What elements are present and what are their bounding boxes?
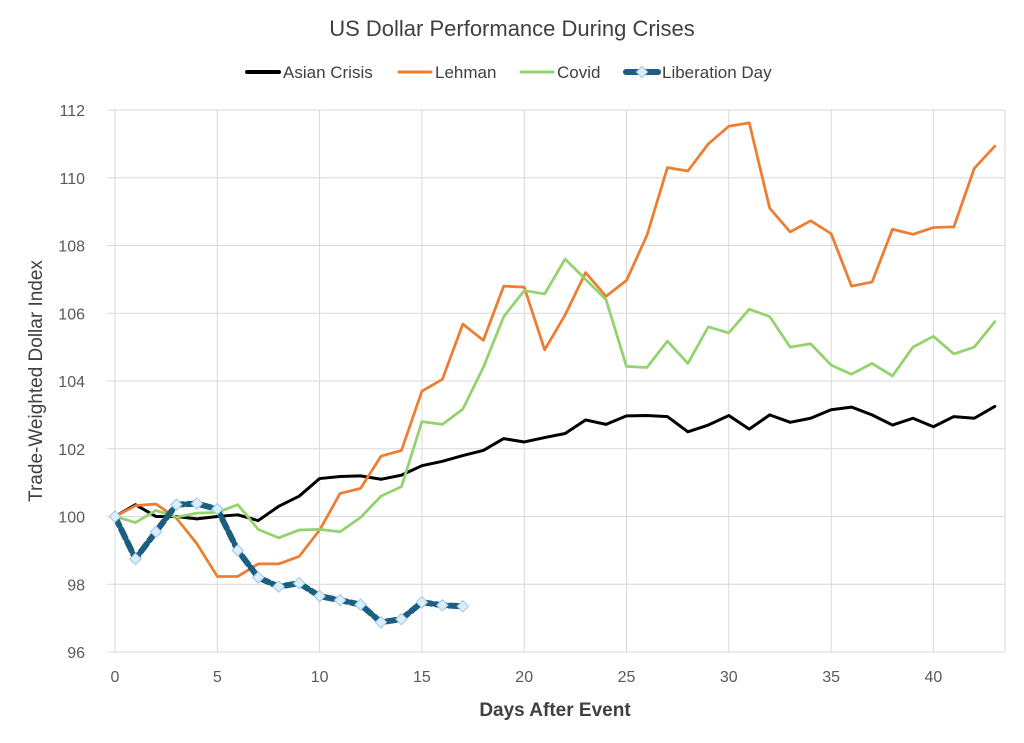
y-tick-label-112: 112 xyxy=(59,103,85,120)
legend: Asian Crisis Lehman Covid Liberation Day xyxy=(245,63,772,82)
legend-item-asian-crisis: Asian Crisis xyxy=(245,63,373,82)
x-tick-label-5: 5 xyxy=(213,669,222,686)
x-tick-label-0: 0 xyxy=(111,669,120,686)
x-tick-label-40: 40 xyxy=(924,669,942,686)
marker-liberation-day-5 xyxy=(210,502,224,516)
legend-label-covid: Covid xyxy=(557,63,600,82)
y-tick-label-98: 98 xyxy=(67,577,85,594)
legend-marker-liberation-day xyxy=(635,65,649,79)
marker-liberation-day-3 xyxy=(170,498,183,512)
legend-item-liberation-day: Liberation Day xyxy=(623,63,772,82)
legend-item-covid: Covid xyxy=(519,63,600,82)
x-axis-ticks: 0 5 10 15 20 25 30 35 40 xyxy=(111,669,943,686)
marker-liberation-day-17 xyxy=(456,599,470,613)
marker-liberation-day-9 xyxy=(292,576,306,590)
marker-liberation-day-8 xyxy=(272,580,286,593)
x-axis-title: Days After Event xyxy=(479,700,631,721)
series-line-covid xyxy=(113,257,997,540)
y-tick-label-102: 102 xyxy=(58,442,85,459)
marker-liberation-day-11 xyxy=(333,593,347,607)
marker-liberation-day-12 xyxy=(354,598,367,611)
marker-liberation-day-4 xyxy=(190,497,204,510)
legend-label-lehman: Lehman xyxy=(435,63,496,82)
y-tick-label-108: 108 xyxy=(58,239,85,256)
x-tick-label-10: 10 xyxy=(311,669,329,686)
marker-liberation-day-16 xyxy=(435,598,449,612)
series-lehman xyxy=(113,121,997,578)
gridlines xyxy=(107,109,1006,653)
series-layer xyxy=(108,121,997,629)
legend-label-asian-crisis: Asian Crisis xyxy=(283,63,373,82)
marker-liberation-day-0 xyxy=(108,510,122,523)
marker-liberation-day-10 xyxy=(313,589,326,603)
y-axis-title: Trade-Weighted Dollar Index xyxy=(26,260,47,502)
marker-liberation-day-14 xyxy=(395,612,408,626)
legend-item-lehman: Lehman xyxy=(397,63,496,82)
marker-liberation-day-6 xyxy=(231,544,245,557)
x-tick-label-15: 15 xyxy=(413,669,431,686)
series-line-lehman xyxy=(113,121,997,578)
marker-liberation-day-13 xyxy=(374,615,388,629)
marker-liberation-day-1 xyxy=(129,552,142,566)
chart-title: US Dollar Performance During Crises xyxy=(329,16,695,41)
y-tick-label-100: 100 xyxy=(58,510,85,527)
x-tick-label-20: 20 xyxy=(515,669,533,686)
x-tick-label-30: 30 xyxy=(720,669,738,686)
y-tick-label-110: 110 xyxy=(59,171,85,188)
legend-label-liberation-day: Liberation Day xyxy=(662,63,772,82)
y-tick-label-104: 104 xyxy=(58,374,85,391)
y-axis-ticks: 96 98 100 102 104 106 108 110 112 xyxy=(58,103,85,662)
x-tick-label-35: 35 xyxy=(822,669,840,686)
x-tick-label-25: 25 xyxy=(618,669,636,686)
series-liberation-day xyxy=(108,497,470,629)
series-line-asian-crisis xyxy=(113,404,997,523)
marker-liberation-day-2 xyxy=(149,525,163,539)
marker-liberation-day-15 xyxy=(415,595,429,609)
marker-liberation-day-7 xyxy=(251,571,265,584)
series-covid xyxy=(113,257,997,540)
y-tick-label-106: 106 xyxy=(58,306,85,323)
y-tick-label-96: 96 xyxy=(67,645,85,662)
series-asian-crisis xyxy=(113,404,997,523)
